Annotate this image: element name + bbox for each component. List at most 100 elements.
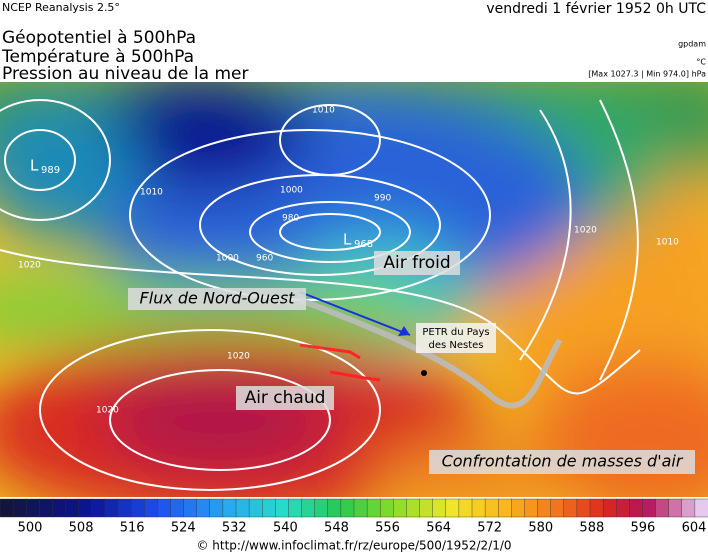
colorbar-cell [327,498,342,518]
colorbar-cell [235,498,250,518]
date: vendredi 1 février 1952 0h UTC [486,1,706,17]
title-line: Géopotentiel à 500hPa [2,28,196,48]
colorbar-cell [248,498,263,518]
colorbar-cell [602,498,617,518]
colorbar-cell [26,498,41,518]
colorbar-cell [642,498,657,518]
colorbar-cell [301,498,316,518]
annotation: PETR du Pays [422,327,489,338]
colorbar-cell [681,498,696,518]
colorbar-cell [419,498,434,518]
colorbar-tick-label: 572 [477,521,502,536]
colorbar-cell [117,498,132,518]
colorbar-cell [511,498,526,518]
isobar-label: 990 [374,194,391,204]
annotation: Air chaud [245,388,326,408]
colorbar-cell [629,498,644,518]
colorbar-cell [262,498,277,518]
isobar-label: 1010 [312,106,335,116]
colorbar-cell [668,498,683,518]
title-line: Pression au niveau de la mer [2,64,248,84]
colorbar-cell [170,498,185,518]
colorbar-tick-label: 604 [682,521,707,536]
colorbar-cell [65,498,80,518]
colorbar-cell [524,498,539,518]
colorbar-cell [144,498,159,518]
colorbar-cell [314,498,329,518]
unit: [Max 1027.3 | Min 974.0] hPa [588,70,706,79]
colorbar-cell [183,498,198,518]
unit: gpdam [678,40,706,49]
map [0,82,708,497]
colorbar-cell [157,498,172,518]
isobar-label: 1000 [280,186,303,196]
low-symbol: L [30,157,39,175]
colorbar-cell [52,498,67,518]
colorbar-cell [563,498,578,518]
colorbar-cell [393,498,408,518]
colorbar-cell [196,498,211,518]
colorbar-tick-label: 548 [324,521,349,536]
colorbar-tick-label: 516 [120,521,145,536]
colorbar-cell [78,498,93,518]
isobar-label: 1010 [656,238,679,248]
annotation: des Nestes [428,340,483,351]
colorbar-cell [432,498,447,518]
colorbar-cell [550,498,565,518]
colorbar-cell [589,498,604,518]
colorbar-tick-label: 564 [426,521,451,536]
colorbar-cell [366,498,381,518]
isobar-label: 1010 [140,188,163,198]
annotation: Flux de Nord-Ouest [140,289,296,308]
colorbar-cell [222,498,237,518]
colorbar-cell [616,498,631,518]
annotations: Air froid Flux de Nord-Ouest PETR du Pay… [128,251,695,474]
colorbar-tick-label: 580 [528,521,553,536]
colorbar-cell [39,498,54,518]
low-value: 968 [354,239,373,250]
colorbar-cell [655,498,670,518]
low-symbol: L [343,231,352,249]
colorbar-cell [0,498,14,518]
colorbar-cell [537,498,552,518]
title-line: Température à 500hPa [1,47,194,67]
colorbar-tick-label: 532 [222,521,247,536]
colorbar-tick-label: 588 [579,521,604,536]
colorbar-cell [484,498,499,518]
isobar-label: 1020 [96,406,119,416]
colorbar-cell [275,498,290,518]
colorbar-cell [91,498,106,518]
annotation: Confrontation de masses d'air [442,452,684,471]
isobars [0,99,641,491]
colorbar-cell [406,498,421,518]
colorbar-cell [209,498,224,518]
isobar-label: 1000 [216,254,239,264]
colorbar: 500 508 516 524 532 540 548 556 564 572 580 588 596 6… [0,498,708,536]
annotation: Air froid [383,253,450,273]
colorbar-cell [340,498,355,518]
colorbar-tick-label: 500 [18,521,43,536]
colorbar-cell [104,498,119,518]
unit: °C [696,58,706,67]
colorbar-cell [445,498,460,518]
colorbar-cell [576,498,591,518]
colorbar-tick-label: 596 [631,521,656,536]
footer: © http://www.infoclimat.fr/rz/europe/500… [196,539,511,553]
colorbar-cell [288,498,303,518]
colorbar-tick-label: 540 [273,521,298,536]
colorbar-cell [694,498,708,518]
low-value: 989 [41,165,60,176]
isobar-label: 1020 [18,261,41,271]
isobar-label: 1020 [227,352,250,362]
colorbar-tick-label: 508 [69,521,94,536]
colorbar-cell [130,498,145,518]
colorbar-cell [12,498,27,518]
isobar-label: 1020 [574,226,597,236]
colorbar-tick-label: 524 [171,521,196,536]
colorbar-cell [353,498,368,518]
colorbar-cell [380,498,395,518]
isobar-label: 960 [256,254,273,264]
colorbar-cell [471,498,486,518]
colorbar-cell [498,498,513,518]
